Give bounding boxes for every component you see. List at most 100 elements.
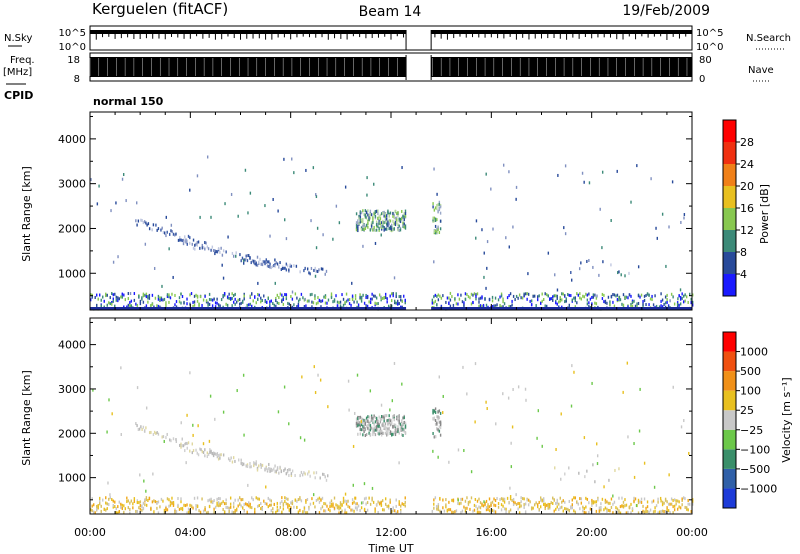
echo-cell: [437, 428, 439, 432]
echo-cell: [115, 507, 117, 511]
colorbar-segment: [723, 468, 736, 489]
echo-cell: [637, 294, 640, 298]
echo-cell: [225, 498, 227, 502]
echo-cell: [175, 300, 178, 304]
echo-cell: [682, 300, 685, 304]
echo-cell: [290, 295, 292, 299]
echo-cell: [264, 260, 266, 264]
echo-cell: [464, 506, 467, 510]
echo-cell: [326, 301, 328, 305]
echo-cell: [202, 246, 205, 250]
echo-cell: [288, 422, 290, 426]
echo-cell: [197, 424, 199, 428]
echo-cell: [377, 209, 379, 213]
echo-cell: [627, 435, 629, 439]
echo-cell: [592, 463, 594, 467]
echo-cell: [199, 447, 201, 451]
echo-cell: [212, 454, 215, 458]
echo-cell: [336, 506, 339, 510]
echo-cell: [336, 300, 339, 304]
echo-cell: [672, 511, 674, 515]
echo-cell: [661, 500, 664, 504]
echo-cell: [266, 260, 269, 264]
echo-cell: [439, 227, 442, 231]
echo-cell: [235, 507, 238, 511]
echo-cell: [439, 496, 441, 500]
echo-cell: [588, 305, 590, 309]
echo-cell: [159, 296, 161, 300]
echo-cell: [260, 502, 262, 506]
echo-cell: [115, 298, 117, 302]
nsky-strip-frame: [89, 25, 693, 51]
echo-cell: [377, 500, 379, 504]
echo-cell: [249, 505, 251, 509]
echo-cell: [281, 300, 283, 304]
echo-cell: [439, 509, 441, 513]
echo-cell: [145, 489, 147, 493]
echo-cell: [144, 293, 146, 297]
echo-cell: [434, 217, 437, 221]
echo-cell: [574, 510, 577, 514]
echo-cell: [433, 435, 436, 439]
echo-cell: [90, 508, 92, 512]
echo-cell: [452, 303, 455, 307]
echo-cell: [268, 462, 270, 466]
echo-cell: [399, 425, 402, 429]
echo-cell: [348, 505, 351, 509]
echo-cell: [184, 442, 186, 446]
echo-cell: [186, 446, 188, 450]
echo-cell: [457, 302, 459, 306]
echo-cell: [285, 297, 288, 301]
echo-cell: [145, 496, 148, 500]
echo-cell: [664, 497, 667, 501]
echo-cell: [222, 508, 224, 512]
echo-cell: [586, 497, 589, 501]
echo-cell: [394, 220, 397, 224]
echo-cell: [371, 496, 373, 500]
echo-cell: [574, 496, 577, 500]
echo-cell: [291, 290, 294, 294]
echo-cell: [323, 509, 325, 513]
echo-cell: [192, 304, 194, 308]
echo-cell: [146, 223, 148, 227]
echo-cell: [370, 417, 373, 421]
echo-cell: [222, 410, 225, 414]
echo-cell: [663, 302, 665, 306]
echo-cell: [260, 296, 262, 300]
echo-cell: [152, 223, 155, 227]
echo-cell: [404, 212, 407, 216]
echo-cell: [586, 293, 589, 297]
echo-cell: [135, 509, 137, 513]
echo-cell: [144, 242, 147, 246]
echo-cell: [348, 298, 351, 302]
echo-cell: [547, 251, 550, 255]
echo-cell: [161, 435, 163, 439]
echo-cell: [278, 471, 280, 475]
echo-cell: [374, 216, 377, 220]
echo-cell: [503, 507, 506, 511]
echo-cell: [359, 424, 362, 428]
echo-cell: [243, 294, 245, 298]
near-range-baseline: [431, 307, 692, 310]
echo-cell: [580, 297, 583, 301]
echo-cell: [272, 301, 274, 305]
echo-cell: [642, 304, 644, 308]
echo-cell: [127, 292, 130, 296]
echo-cell: [229, 505, 232, 509]
echo-cell: [213, 510, 215, 514]
echo-cell: [269, 467, 271, 471]
echo-cell: [163, 439, 165, 443]
echo-cell: [367, 225, 369, 229]
echo-cell: [585, 496, 587, 500]
echo-cell: [499, 498, 501, 502]
echo-cell: [434, 299, 437, 303]
echo-cell: [387, 220, 389, 224]
echo-cell: [249, 256, 251, 260]
echo-cell: [344, 499, 346, 503]
echo-cell: [258, 293, 260, 297]
echo-cell: [378, 215, 380, 219]
echo-cell: [460, 511, 462, 515]
echo-cell: [660, 509, 662, 513]
echo-cell: [539, 498, 542, 502]
echo-cell: [139, 500, 142, 504]
